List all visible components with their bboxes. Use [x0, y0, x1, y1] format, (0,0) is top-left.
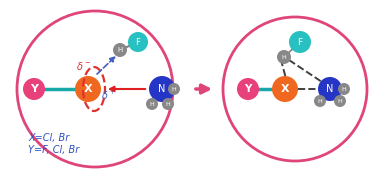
Text: H: H	[150, 101, 154, 107]
Circle shape	[289, 31, 311, 53]
Text: Y: Y	[244, 84, 252, 94]
Text: F: F	[136, 37, 141, 47]
Text: H: H	[118, 47, 122, 53]
Text: H: H	[338, 98, 342, 103]
Circle shape	[128, 32, 148, 52]
Circle shape	[314, 95, 326, 107]
Circle shape	[23, 78, 45, 100]
Text: $\delta^+$: $\delta^+$	[101, 88, 115, 101]
Circle shape	[168, 83, 180, 95]
Text: H: H	[342, 86, 346, 91]
Text: N: N	[326, 84, 334, 94]
Text: Y: Y	[30, 84, 38, 94]
Text: N: N	[158, 84, 166, 94]
Text: X: X	[281, 84, 289, 94]
Circle shape	[149, 76, 175, 102]
Text: H: H	[172, 86, 177, 91]
Text: H: H	[318, 98, 322, 103]
Circle shape	[162, 98, 174, 110]
Circle shape	[75, 76, 101, 102]
Circle shape	[113, 43, 127, 57]
Text: X=Cl, Br: X=Cl, Br	[28, 133, 69, 143]
Text: Y=F, Cl, Br: Y=F, Cl, Br	[28, 145, 79, 155]
Circle shape	[334, 95, 346, 107]
Text: X: X	[84, 84, 92, 94]
Circle shape	[146, 98, 158, 110]
Circle shape	[338, 83, 350, 95]
Text: F: F	[297, 37, 302, 47]
Text: $\delta^-$: $\delta^-$	[76, 60, 91, 72]
Text: H: H	[282, 54, 287, 59]
Circle shape	[272, 76, 298, 102]
Circle shape	[237, 78, 259, 100]
Circle shape	[277, 50, 291, 64]
Text: H: H	[166, 101, 170, 107]
Circle shape	[318, 77, 342, 101]
